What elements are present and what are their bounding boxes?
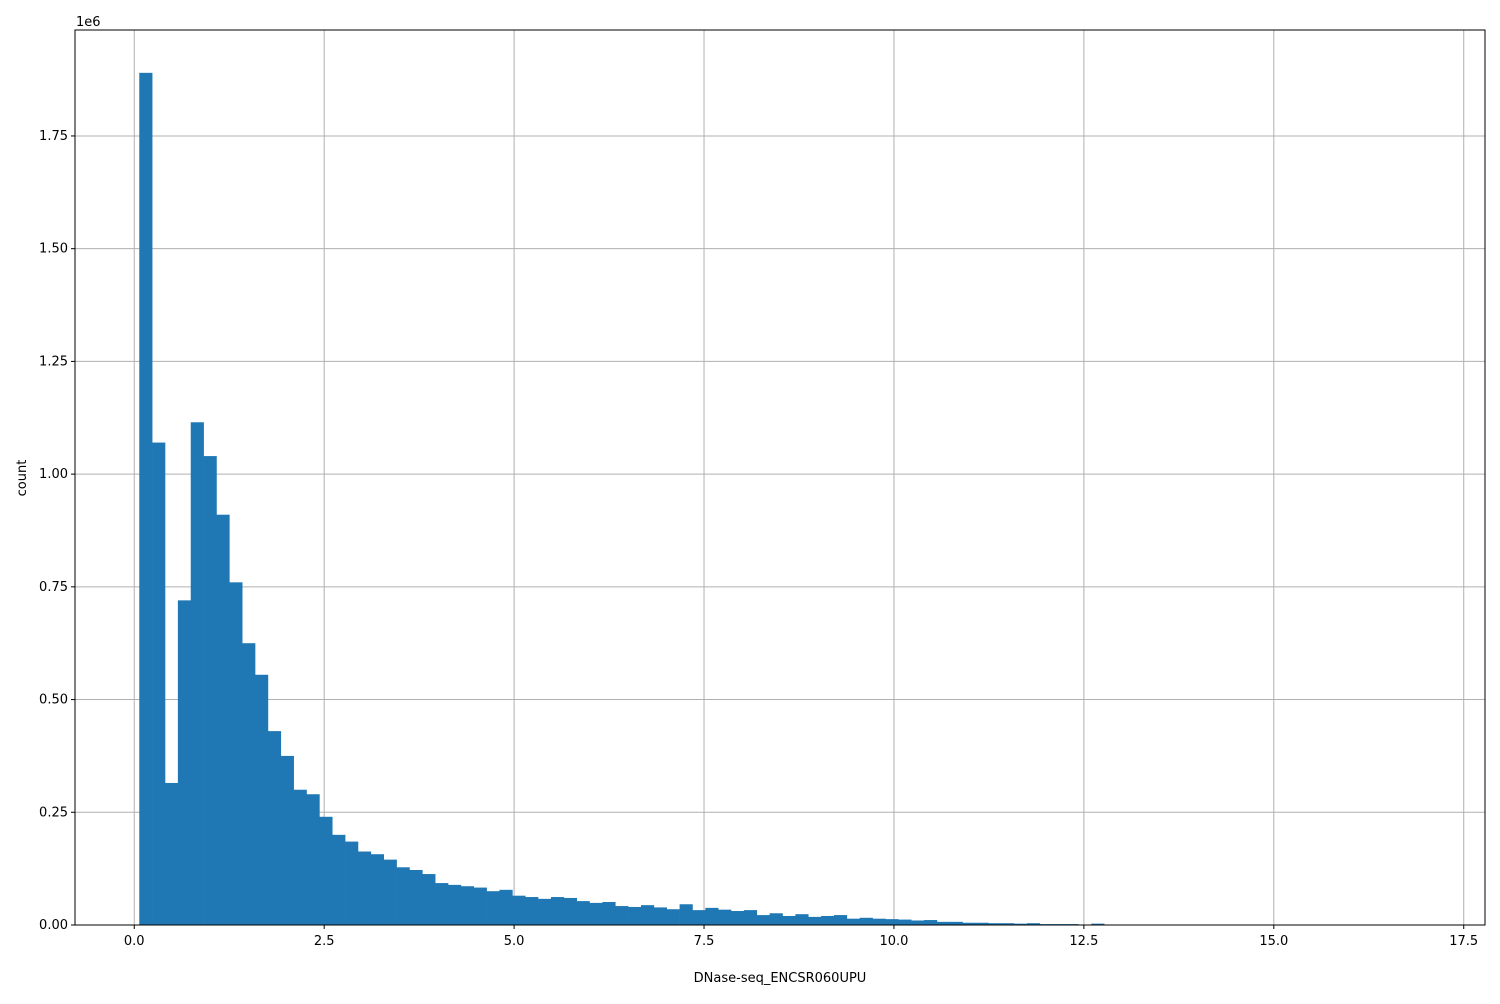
histogram-bar xyxy=(808,917,821,925)
histogram-bar xyxy=(860,918,873,925)
histogram-bar xyxy=(680,904,693,925)
histogram-bar xyxy=(512,896,525,925)
histogram-bar xyxy=(525,897,538,925)
histogram-bar xyxy=(564,898,577,925)
histogram-bar xyxy=(705,908,718,925)
y-tick-label: 0.50 xyxy=(39,693,68,708)
y-tick-label: 0.00 xyxy=(39,918,68,933)
histogram-bar xyxy=(718,910,731,925)
histogram-bar xyxy=(577,901,590,925)
histogram-bar xyxy=(499,890,512,925)
y-tick-label: 0.25 xyxy=(39,805,68,820)
histogram-bar xyxy=(873,919,886,925)
histogram-bar xyxy=(551,897,564,925)
x-tick-label: 7.5 xyxy=(694,934,715,949)
histogram-bar xyxy=(422,874,435,925)
histogram-bar xyxy=(409,870,422,925)
bars xyxy=(139,73,1426,925)
y-tick-label: 1.00 xyxy=(39,467,68,482)
histogram-bar xyxy=(216,515,229,925)
histogram-bar xyxy=(178,600,191,925)
histogram-bar xyxy=(229,582,242,925)
histogram-bar xyxy=(641,905,654,925)
histogram-bar xyxy=(602,902,615,925)
histogram-bar xyxy=(474,888,487,925)
histogram-bar xyxy=(242,643,255,925)
histogram-bar xyxy=(770,913,783,925)
x-axis-label: DNase-seq_ENCSR060UPU xyxy=(694,971,867,986)
y-tick-label: 1.25 xyxy=(39,354,68,369)
histogram-bar xyxy=(294,790,307,925)
histogram-bar xyxy=(885,919,898,925)
y-tick-label: 0.75 xyxy=(39,580,68,595)
histogram-bar xyxy=(590,903,603,925)
histogram-bar xyxy=(191,422,204,925)
x-tick-label: 12.5 xyxy=(1069,934,1098,949)
histogram-bar xyxy=(628,907,641,925)
histogram-bar xyxy=(538,899,551,925)
histogram-bar xyxy=(384,860,397,925)
histogram-bar xyxy=(821,916,834,925)
histogram-bar xyxy=(358,852,371,925)
histogram-bar xyxy=(345,842,358,925)
histogram-bar xyxy=(461,886,474,925)
histogram-bar xyxy=(307,794,320,925)
histogram-bar xyxy=(731,911,744,925)
histogram-bar xyxy=(397,867,410,925)
histogram-bar xyxy=(783,916,796,925)
x-tick-label: 0.0 xyxy=(124,934,145,949)
y-offset-label: 1e6 xyxy=(76,15,101,30)
histogram-bar xyxy=(692,910,705,925)
histogram-bar xyxy=(448,885,461,925)
x-tick-label: 15.0 xyxy=(1259,934,1288,949)
histogram-bar xyxy=(924,920,937,925)
histogram-bar xyxy=(255,675,268,925)
histogram-bar xyxy=(795,914,808,925)
y-axis-label: count xyxy=(15,460,30,497)
histogram-bar xyxy=(371,854,384,925)
x-tick-label: 17.5 xyxy=(1449,934,1478,949)
histogram-bar xyxy=(332,835,345,925)
y-tick-label: 1.75 xyxy=(39,129,68,144)
y-tick-label: 1.50 xyxy=(39,242,68,257)
histogram-bar xyxy=(847,919,860,925)
histogram-bar xyxy=(268,731,281,925)
histogram-bar xyxy=(667,909,680,925)
histogram-bar xyxy=(834,915,847,925)
x-tick-label: 10.0 xyxy=(879,934,908,949)
histogram-bar xyxy=(435,883,448,925)
x-tick-label: 5.0 xyxy=(504,934,525,949)
histogram-bar xyxy=(898,920,911,925)
histogram-bar xyxy=(165,783,178,925)
histogram-bar xyxy=(204,456,217,925)
x-tick-label: 2.5 xyxy=(314,934,335,949)
histogram-bar xyxy=(911,920,924,925)
histogram-bar xyxy=(487,891,500,925)
histogram-bar xyxy=(281,756,294,925)
histogram-bar xyxy=(139,73,152,925)
histogram-bar xyxy=(744,910,757,925)
histogram-bar xyxy=(757,915,770,925)
histogram-bar xyxy=(654,907,667,925)
histogram-bar xyxy=(615,906,628,925)
histogram-bar xyxy=(319,817,332,925)
histogram-bar xyxy=(152,443,165,925)
